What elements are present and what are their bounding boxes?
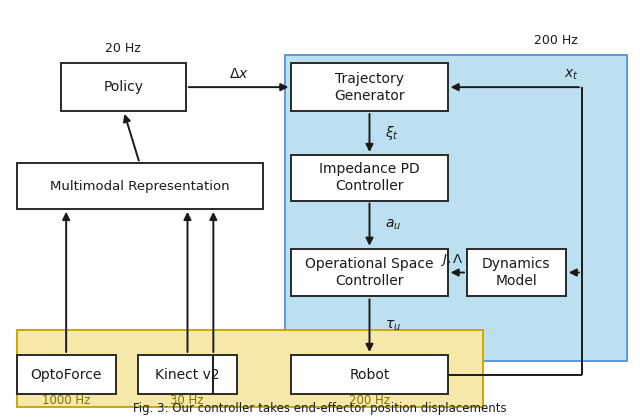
Text: 30 Hz: 30 Hz	[170, 394, 204, 407]
Text: Operational Space
Controller: Operational Space Controller	[305, 257, 434, 288]
Bar	[17, 355, 116, 395]
Bar	[285, 55, 627, 361]
Text: $x_t$: $x_t$	[564, 68, 579, 82]
Text: $a_u$: $a_u$	[385, 217, 402, 232]
Text: Policy: Policy	[104, 80, 143, 94]
Text: $\xi_t$: $\xi_t$	[385, 124, 399, 142]
Bar	[61, 63, 186, 111]
Bar	[138, 355, 237, 395]
Text: Robot: Robot	[349, 367, 390, 382]
Text: Fig. 3: Our controller takes end-effector position displacements: Fig. 3: Our controller takes end-effecto…	[133, 402, 507, 415]
Text: Trajectory
Generator: Trajectory Generator	[334, 72, 405, 102]
Text: OptoForce: OptoForce	[31, 367, 102, 382]
Text: $\tau_u$: $\tau_u$	[385, 319, 401, 333]
Bar	[17, 330, 483, 407]
Text: Dynamics
Model: Dynamics Model	[482, 257, 550, 288]
Bar	[467, 249, 566, 296]
Bar	[291, 155, 448, 201]
Text: Kinect v2: Kinect v2	[155, 367, 220, 382]
Text: 200 Hz: 200 Hz	[349, 394, 390, 407]
Text: 20 Hz: 20 Hz	[106, 42, 141, 55]
Bar	[291, 355, 448, 395]
Text: Multimodal Representation: Multimodal Representation	[50, 180, 229, 193]
Text: 200 Hz: 200 Hz	[534, 33, 578, 46]
Text: 1000 Hz: 1000 Hz	[42, 394, 90, 407]
Text: Impedance PD
Controller: Impedance PD Controller	[319, 162, 420, 193]
Text: $\Delta x$: $\Delta x$	[228, 67, 248, 81]
Text: $J, \Lambda$: $J, \Lambda$	[440, 252, 464, 268]
Bar	[17, 163, 262, 209]
Bar	[291, 249, 448, 296]
Bar	[291, 63, 448, 111]
